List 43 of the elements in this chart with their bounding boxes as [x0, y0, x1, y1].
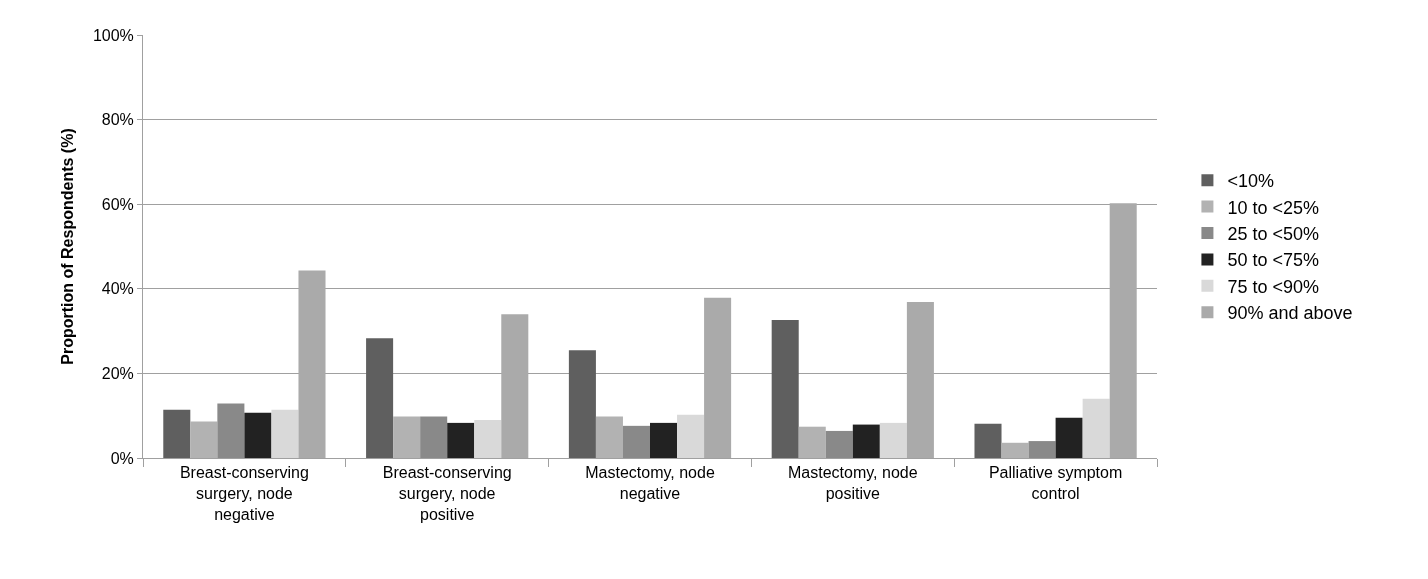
y-tick-label: 0% — [110, 449, 134, 467]
bar — [798, 426, 826, 458]
bar — [1001, 442, 1029, 458]
y-axis-title: Proportion of Respondents (%) — [58, 128, 76, 365]
x-tick-label: Mastectomy, node positive — [788, 464, 918, 502]
legend-label: <10% — [1227, 171, 1274, 192]
x-tick-label: Breast-conserving surgery, node positive — [382, 464, 512, 523]
y-tick-label: 80% — [101, 111, 134, 129]
bar — [825, 430, 853, 458]
legend-label: 50 to <75% — [1227, 250, 1319, 271]
y-tick-label: 40% — [101, 280, 134, 298]
bar — [393, 416, 421, 458]
bar — [163, 409, 191, 458]
x-tick-label: Mastectomy, node negative — [585, 464, 715, 502]
bar — [366, 338, 394, 458]
bar — [568, 350, 596, 458]
y-tick-label: 100% — [92, 26, 134, 44]
bar — [474, 419, 502, 458]
bar — [1055, 417, 1083, 458]
bar — [1082, 398, 1110, 458]
bar — [650, 422, 678, 458]
bar — [974, 423, 1002, 458]
bar — [595, 416, 623, 458]
y-tick-label: 60% — [101, 195, 134, 213]
legend-label: 25 to <50% — [1227, 224, 1319, 245]
bar — [622, 425, 650, 458]
bar — [217, 403, 245, 458]
bar — [271, 409, 299, 458]
bar — [879, 422, 907, 458]
legend-label: 10 to <25% — [1227, 197, 1319, 218]
bar — [852, 424, 880, 458]
bar — [190, 421, 218, 458]
y-tick-label: 20% — [101, 365, 134, 382]
x-tick-label: Breast-conserving surgery, node negative — [179, 464, 309, 523]
bar — [1028, 441, 1056, 458]
bar — [771, 320, 799, 458]
bar — [447, 422, 475, 458]
bar — [244, 412, 272, 458]
legend-label: 75 to <90% — [1227, 276, 1319, 297]
bar — [677, 414, 705, 458]
x-tick-label: Palliative symptom control — [988, 464, 1123, 502]
bar — [420, 416, 448, 458]
legend-label: 90% and above — [1227, 303, 1353, 324]
